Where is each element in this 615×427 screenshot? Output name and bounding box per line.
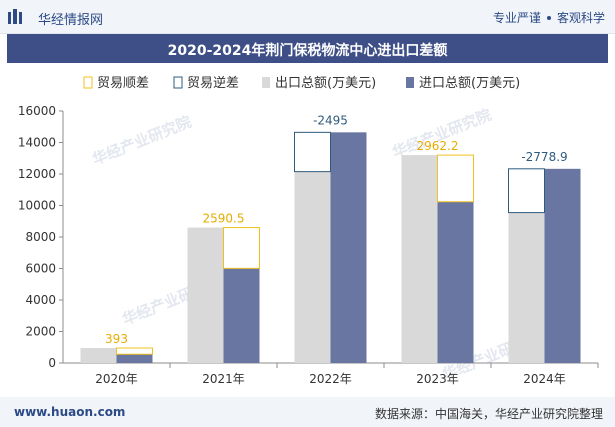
x-tick-label: 2020年 (95, 372, 138, 386)
export-bar (80, 348, 117, 363)
x-tick-label: 2022年 (309, 372, 352, 386)
chart-title: 2020-2024年荆门保税物流中心进出口差额 (167, 43, 448, 59)
y-tick-label: 12000 (18, 167, 56, 181)
tagline-left: 专业严谨 (492, 11, 541, 25)
surplus-box (437, 154, 474, 203)
data-source: 数据来源：中国海关，华经产业研究院整理 (374, 407, 603, 421)
y-tick-label: 16000 (18, 104, 56, 118)
import-bar (437, 201, 474, 363)
balance-label: 393 (105, 332, 128, 346)
x-tick-label: 2024年 (523, 372, 566, 386)
export-bar (187, 227, 224, 363)
huajing-logo-icon (8, 9, 22, 24)
y-tick-label: 0 (48, 356, 56, 370)
import-bar (223, 268, 260, 363)
legend-swatch (406, 77, 414, 88)
deficit-box (294, 131, 331, 173)
import-bar (544, 168, 581, 363)
import-bar (330, 132, 367, 363)
y-tick-label: 8000 (25, 230, 56, 244)
x-tick-label: 2021年 (202, 372, 245, 386)
separator-dot (546, 15, 551, 20)
legend-swatch (262, 77, 270, 88)
y-tick-label: 4000 (25, 293, 56, 307)
balance-label: 2962.2 (417, 139, 459, 153)
legend-swatch (83, 76, 93, 89)
x-tick-label: 2023年 (416, 372, 459, 386)
legend-swatch (173, 76, 183, 89)
website-link[interactable]: www.huaon.com (14, 405, 126, 419)
export-bar (294, 171, 331, 363)
y-tick-label: 14000 (18, 136, 56, 150)
surplus-box (116, 347, 153, 355)
legend-label: 贸易逆差 (187, 75, 239, 91)
legend-label: 贸易顺差 (97, 76, 149, 91)
balance-label: 2590.5 (203, 212, 245, 226)
brand-name: 华经情报网 (38, 13, 104, 28)
export-bar (401, 155, 438, 363)
deficit-box (508, 168, 545, 214)
legend-label: 出口总额(万美元) (275, 76, 376, 91)
balance-label: -2778.9 (521, 150, 567, 164)
tagline-right: 客观科学 (556, 11, 605, 25)
balance-label: -2495 (313, 113, 348, 127)
watermark-text: 华经产业研究院 (390, 106, 494, 162)
bottom-bar: www.huaon.com 数据来源：中国海关，华经产业研究院整理 (0, 397, 615, 427)
legend-label: 进口总额(万美元) (419, 76, 520, 91)
tagline: 专业严谨 客观科学 (493, 9, 605, 26)
surplus-box (223, 227, 260, 269)
y-tick-label: 6000 (25, 262, 56, 276)
export-bar (508, 212, 545, 363)
import-bar (116, 354, 153, 363)
y-tick-label: 2000 (25, 325, 56, 339)
title-bar: 2020-2024年荆门保税物流中心进出口差额 (7, 34, 608, 63)
top-bar: 华经情报网 专业严谨 客观科学 (0, 0, 615, 34)
watermark-text: 华经产业研究院 (90, 113, 194, 169)
y-tick-label: 10000 (18, 199, 56, 213)
